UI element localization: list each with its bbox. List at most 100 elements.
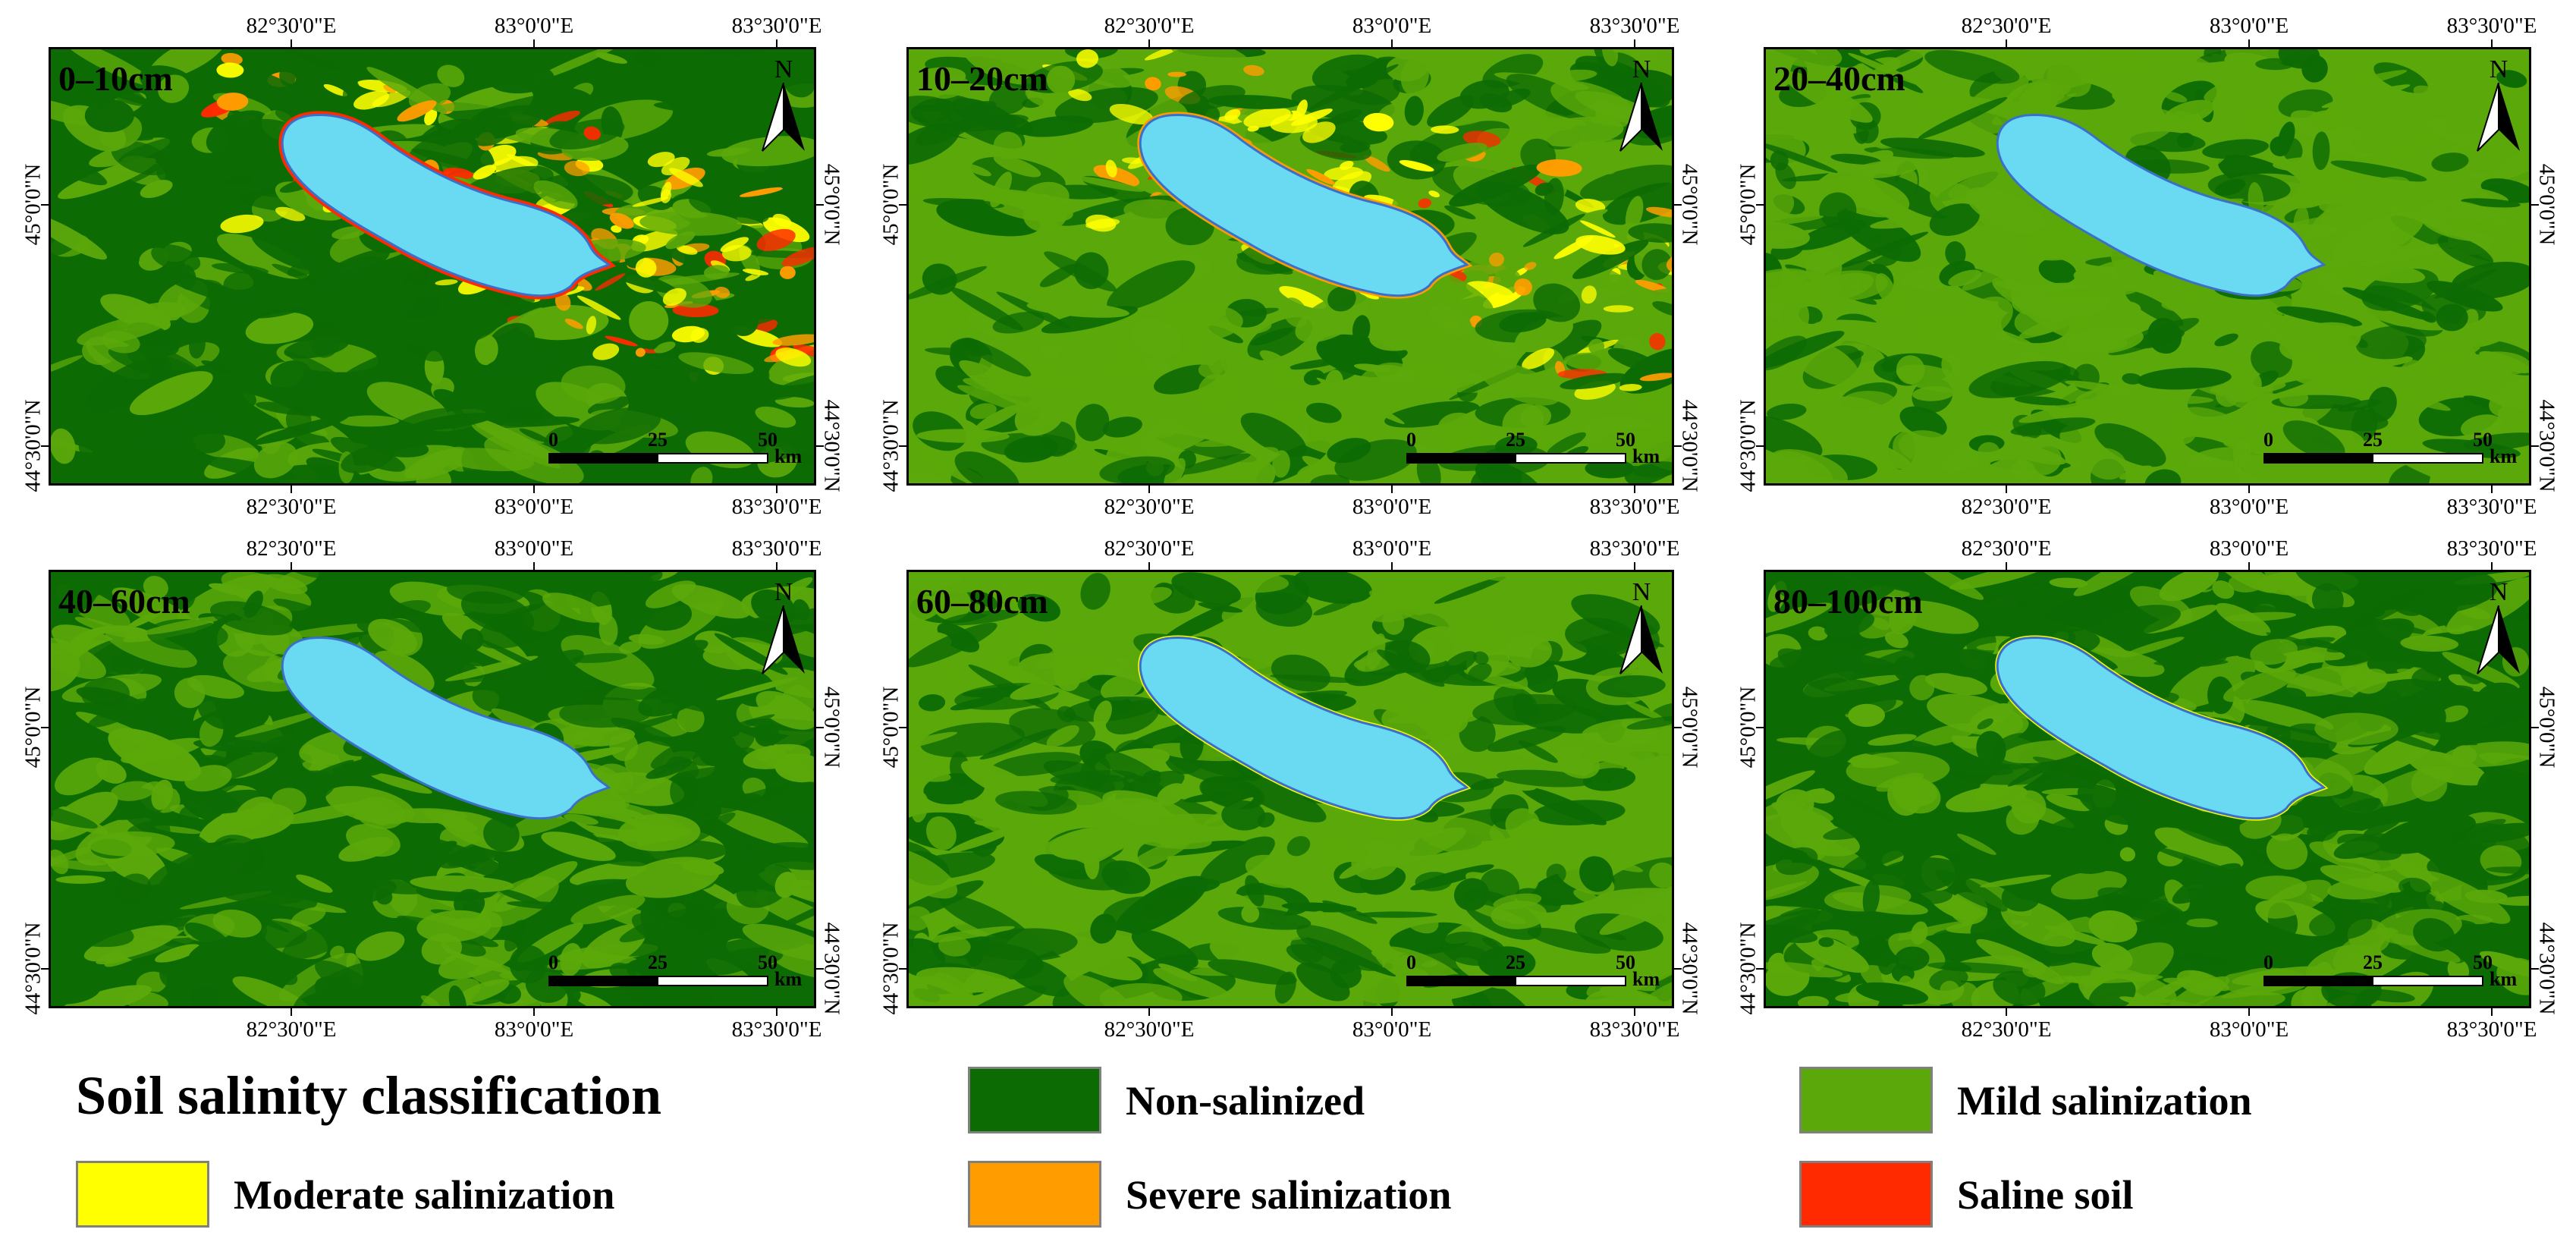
salinity-patch xyxy=(1588,338,1605,355)
salinity-patch xyxy=(1603,305,1634,313)
salinity-patch xyxy=(2119,847,2135,862)
salinity-patch xyxy=(1839,231,1929,268)
salinity-patch xyxy=(592,343,620,360)
salinity-patch xyxy=(1428,304,1472,337)
salinity-patch xyxy=(736,864,793,908)
salinity-patch xyxy=(2109,976,2193,1006)
salinity-patch xyxy=(1770,150,1789,171)
salinity-patch xyxy=(560,943,583,976)
salinity-patch xyxy=(2135,395,2214,404)
salinity-patch xyxy=(2330,160,2427,182)
scale-tick-label: 25 xyxy=(2363,951,2383,973)
legend-swatch xyxy=(1799,1067,1933,1133)
graticule-tick xyxy=(1148,562,1150,570)
salinity-patch xyxy=(2232,439,2251,468)
salinity-patch xyxy=(1208,95,1299,109)
salinity-patch xyxy=(1775,789,1814,821)
salinity-patch xyxy=(634,640,708,672)
salinity-patch xyxy=(1093,165,1140,187)
salinity-patch xyxy=(2188,886,2219,893)
salinity-patch xyxy=(1382,609,1405,635)
salinity-patch xyxy=(662,288,686,307)
salinity-patch xyxy=(287,50,345,72)
salinity-patch xyxy=(1652,301,1672,317)
salinity-patch xyxy=(1198,359,1236,379)
salinity-patch xyxy=(1023,197,1068,232)
salinity-patch xyxy=(2413,347,2480,376)
salinity-patch xyxy=(2432,684,2474,696)
salinity-patch xyxy=(2367,386,2397,422)
salinity-patch xyxy=(2022,960,2046,978)
lake xyxy=(1139,114,1469,297)
graticule-tick xyxy=(41,204,49,206)
salinity-patch xyxy=(729,308,759,337)
salinity-patch xyxy=(1606,960,1672,998)
graticule-tick xyxy=(816,445,824,447)
salinity-patch xyxy=(2381,112,2425,131)
salinity-patch xyxy=(564,813,598,825)
salinity-patch xyxy=(291,572,369,582)
salinity-patch xyxy=(63,49,155,86)
salinity-patch xyxy=(2062,828,2106,850)
salinity-patch xyxy=(353,90,389,110)
salinity-patch xyxy=(2449,778,2529,816)
salinity-patch xyxy=(774,397,814,408)
salinity-patch xyxy=(1619,384,1642,391)
salinity-patch xyxy=(1597,745,1655,766)
salinity-patch xyxy=(2261,203,2288,216)
salinity-patch xyxy=(572,991,615,1006)
salinity-patch xyxy=(1340,160,1354,170)
salinity-patch xyxy=(2477,758,2529,799)
salinity-patch xyxy=(2446,577,2529,635)
salinity-patch xyxy=(2262,879,2332,919)
salinity-patch xyxy=(1945,241,1966,266)
graticule-tick xyxy=(2248,562,2250,570)
salinity-patch xyxy=(1250,327,1294,346)
salinity-patch xyxy=(1896,364,1968,393)
graticule-tick xyxy=(776,1008,778,1016)
salinity-patch xyxy=(1962,245,2047,291)
graticule-tick xyxy=(1634,1008,1635,1016)
salinity-patch xyxy=(1580,220,1616,238)
salinity-patch xyxy=(629,301,669,341)
longitude-label: 82°30'0"E xyxy=(1961,495,2052,519)
salinity-patch xyxy=(1316,377,1405,424)
salinity-patch xyxy=(1581,285,1597,304)
salinity-patch xyxy=(2389,464,2430,483)
salinity-patch xyxy=(1585,458,1635,479)
salinity-patch xyxy=(2153,659,2229,667)
salinity-patch xyxy=(1766,215,1824,228)
salinity-patch xyxy=(1101,860,1151,894)
salinity-patch xyxy=(2277,121,2295,153)
salinity-patch xyxy=(2006,65,2036,77)
salinity-patch xyxy=(1806,730,1860,772)
salinity-patch xyxy=(1874,173,1949,219)
salinity-patch xyxy=(645,580,696,608)
salinity-patch xyxy=(2011,460,2036,481)
salinity-patch xyxy=(2172,863,2241,904)
north-arrow-icon xyxy=(2477,605,2520,674)
salinity-patch xyxy=(1343,813,1396,846)
salinity-patch xyxy=(2342,287,2434,321)
salinity-patch xyxy=(1463,572,1557,586)
salinity-patch xyxy=(1073,252,1109,290)
salinity-patch xyxy=(278,759,354,795)
salinity-patch xyxy=(256,307,304,319)
salinity-patch xyxy=(2311,360,2367,389)
salinity-patch xyxy=(2311,583,2344,617)
salinity-patch xyxy=(911,792,928,823)
salinity-patch xyxy=(1929,203,1980,236)
legend-swatch xyxy=(968,1161,1101,1228)
salinity-patch xyxy=(1279,286,1327,310)
salinity-patch xyxy=(571,652,627,663)
graticule-tick xyxy=(776,486,778,493)
salinity-patch xyxy=(1175,410,1258,429)
salinity-patch xyxy=(1051,891,1086,921)
salinity-patch xyxy=(778,577,813,599)
north-arrow: N xyxy=(2476,57,2521,159)
salinity-patch xyxy=(586,316,597,335)
longitude-label: 83°0'0"E xyxy=(2209,1017,2289,1042)
salinity-patch xyxy=(1143,770,1161,781)
salinity-patch xyxy=(2413,918,2455,952)
salinity-patch xyxy=(2010,417,2096,436)
